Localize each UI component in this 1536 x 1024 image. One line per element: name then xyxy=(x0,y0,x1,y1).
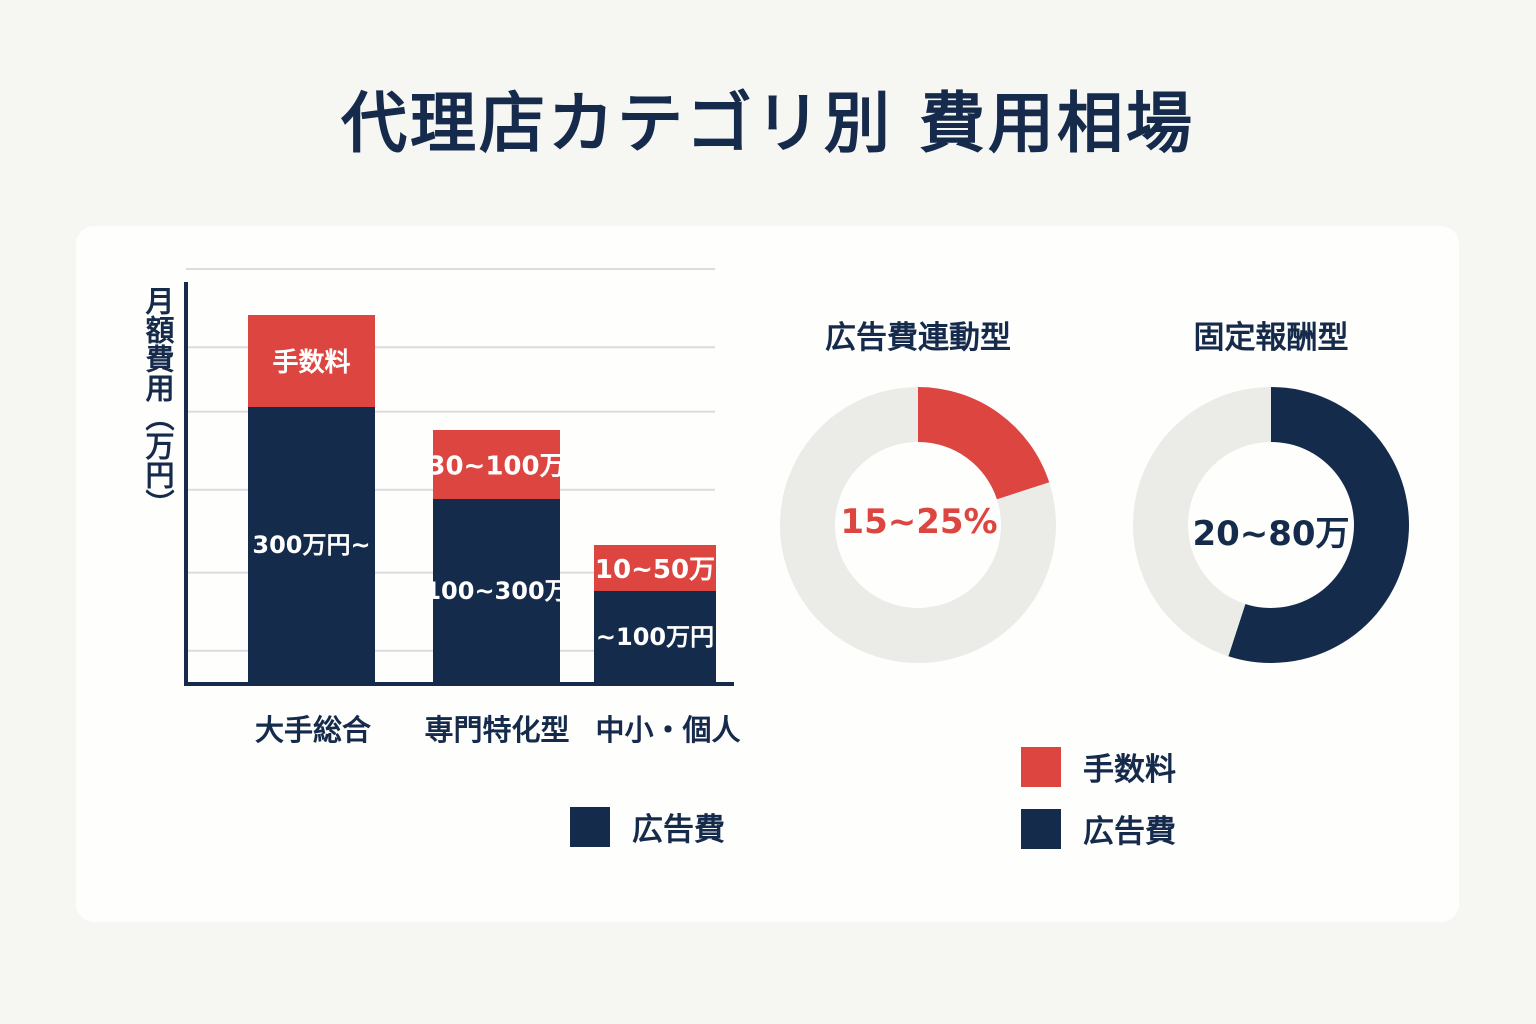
bar-ad-1 xyxy=(433,499,560,683)
bar-fee-label-0: 手数料 xyxy=(272,348,350,378)
bar-legend-ad: 広告費 xyxy=(570,804,725,849)
bar-fee-1 xyxy=(433,430,560,499)
bar-fee-2 xyxy=(594,545,716,591)
donut1-slice-1 xyxy=(780,387,1056,663)
donut-legend-ad: 広告費 xyxy=(1021,806,1176,851)
donut-legend-fee: 手数料 xyxy=(1021,744,1176,789)
donut2-title: 固定報酬型 xyxy=(1193,320,1349,356)
bar-fee-label-1: 30~100万 xyxy=(427,452,565,482)
bar-ad-label-1: 100~300万 xyxy=(424,577,568,605)
legend-label-ad: 広告費 xyxy=(632,812,725,848)
donut1-slice-0 xyxy=(918,386,1050,500)
bar-fee-0 xyxy=(248,315,375,407)
legend-label-ad-2: 広告費 xyxy=(1083,814,1176,850)
bar-ad-label-0: 300万円~ xyxy=(252,531,370,559)
legend-swatch-fee xyxy=(1021,746,1061,787)
x-tick-label-2: 中小・個人 xyxy=(595,713,740,747)
legend-label-fee: 手数料 xyxy=(1083,752,1176,788)
donut2-slice-1 xyxy=(1133,387,1271,657)
donut1-center-label: 15~25% xyxy=(840,502,998,542)
bar-ad-2 xyxy=(594,591,716,683)
x-tick-label-1: 専門特化型 xyxy=(424,713,569,747)
legend-swatch-ad xyxy=(570,806,610,847)
donut2-slice-0 xyxy=(1228,387,1409,664)
donut1-title: 広告費連動型 xyxy=(825,320,1011,356)
bar-ad-0 xyxy=(248,407,375,683)
bar-ad-label-2: ~100万円 xyxy=(596,623,714,651)
bar-chart-ylabel: 月額費用（万円） xyxy=(141,286,175,518)
legend-swatch-ad-2 xyxy=(1021,808,1061,849)
page-title: 代理店カテゴリ別 費用相場 xyxy=(341,85,1195,162)
x-tick-label-0: 大手総合 xyxy=(255,713,371,747)
donut2-center-label: 20~80万 xyxy=(1192,514,1350,554)
bar-fee-label-2: 10~50万 xyxy=(595,555,715,585)
